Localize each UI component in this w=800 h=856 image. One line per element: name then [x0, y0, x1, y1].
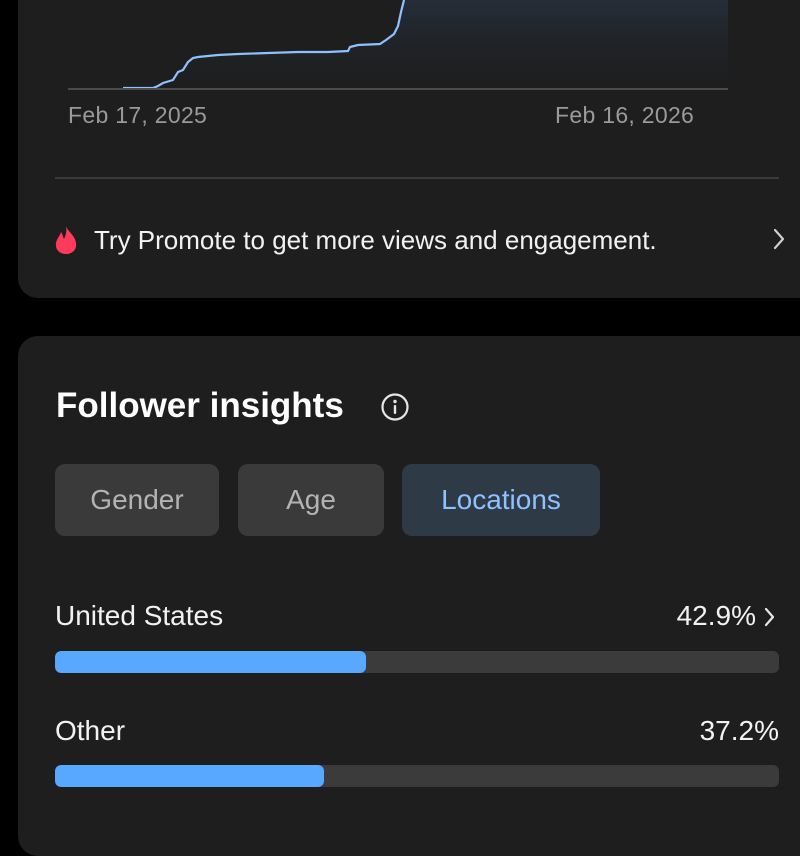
- section-title: Follower insights: [56, 386, 344, 425]
- location-name-other: Other: [55, 715, 126, 746]
- location-bar-track: [55, 651, 779, 673]
- chart-end-date: Feb 16, 2026: [555, 102, 695, 128]
- tab-locations[interactable]: Locations: [402, 464, 600, 536]
- location-bar-fill: [55, 651, 366, 673]
- chart-line: [123, 0, 406, 90]
- location-name-united-states: United States: [55, 600, 224, 631]
- location-percent-other: 37.2%: [699, 715, 779, 746]
- follower-insights-card: Follower insights Gender Age Locations U…: [18, 336, 800, 856]
- follower-growth-card: Feb 17, 2025 Feb 16, 2026 Try Promote to…: [18, 0, 800, 298]
- chart-area: [123, 0, 728, 88]
- info-icon[interactable]: [380, 392, 410, 422]
- flame-icon: [52, 225, 80, 255]
- location-percent-united-states: 42.9%: [676, 600, 756, 631]
- promote-row[interactable]: Try Promote to get more views and engage…: [52, 210, 785, 270]
- location-bar-track: [55, 765, 779, 787]
- tab-age[interactable]: Age: [238, 464, 384, 536]
- chevron-right-icon: [773, 228, 785, 250]
- follower-growth-chart: [68, 0, 728, 90]
- promote-text: Try Promote to get more views and engage…: [94, 224, 657, 255]
- chevron-right-icon[interactable]: [763, 606, 777, 628]
- card-divider: [55, 177, 779, 179]
- chart-start-date: Feb 17, 2025: [68, 102, 208, 128]
- location-bar-fill: [55, 765, 325, 787]
- tab-gender[interactable]: Gender: [55, 464, 219, 536]
